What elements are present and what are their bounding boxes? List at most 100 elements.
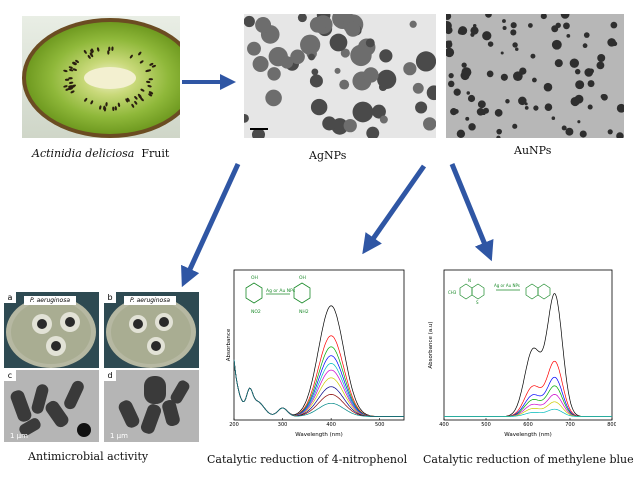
gold-nanoparticle: [570, 96, 580, 107]
gold-nanoparticle: [513, 71, 523, 81]
gold-nanoparticle: [510, 22, 517, 29]
gold-nanoparticle: [616, 132, 624, 138]
silver-nanoparticle: [297, 14, 307, 23]
kiwi-seed: [134, 100, 138, 105]
silver-nanoparticle: [415, 101, 428, 114]
gold-nanoparticle: [485, 14, 492, 18]
gold-nanoparticle: [470, 26, 479, 35]
gold-nanoparticle: [467, 94, 476, 103]
gold-nanoparticle: [612, 41, 618, 47]
chart1-inset-text: NO2: [251, 309, 261, 315]
gold-nanoparticle: [461, 62, 467, 68]
kiwi-seed: [68, 85, 73, 88]
gold-nanoparticle: [543, 82, 553, 92]
kiwi-seed: [108, 46, 111, 51]
silver-nanoparticle: [311, 68, 319, 76]
gold-nanoparticle: [610, 21, 618, 29]
gold-nanoparticle: [616, 103, 624, 113]
gold-nanoparticle: [596, 61, 605, 70]
silver-nanoparticle: [423, 117, 436, 131]
chart1-xlabel: Wavelength (nm): [295, 432, 343, 438]
kiwi-seed: [149, 62, 154, 66]
methylene-caption: Catalytic reduction of methylene blue: [423, 453, 634, 466]
gold-nanoparticle: [574, 68, 581, 75]
gold-nanoparticle: [496, 135, 501, 138]
gold-nanoparticle: [544, 103, 553, 112]
gold-nanoparticle: [448, 40, 452, 44]
chart2-inset-text: N: [468, 278, 471, 283]
gold-nanoparticle: [461, 67, 472, 78]
kiwi-seed: [69, 68, 74, 72]
gold-nanoparticle: [518, 96, 527, 106]
arrow-to-antimicrobial: [181, 162, 241, 288]
silver-nanoparticle: [343, 118, 357, 133]
kiwi-seed: [72, 61, 77, 65]
panel-a-petri: a P. aeruginosa: [4, 292, 99, 368]
series-line: [444, 408, 612, 417]
kiwi-seed: [107, 50, 110, 55]
gold-nanoparticle: [496, 128, 502, 135]
panel-d-label: d: [104, 370, 116, 381]
gold-nanoparticle: [575, 80, 585, 90]
silver-nanoparticle: [363, 67, 379, 83]
chart1-inset: OH NO2 Ag or Au NPs OH NH2: [245, 275, 311, 315]
kiwi-seed: [126, 97, 130, 102]
kiwi-seed: [148, 93, 153, 97]
panel-a-tag: P. aeruginosa: [24, 296, 76, 305]
x-tick-label: 200: [229, 422, 239, 428]
gold-nanoparticle: [565, 127, 574, 136]
agnps-tem-image: [244, 14, 436, 138]
silver-nanoparticle: [308, 53, 315, 61]
kiwi-seed: [105, 102, 108, 107]
chart2-inset-text: Ag or Au NPs: [494, 283, 520, 288]
chart2-inset-text: S: [476, 300, 479, 305]
nitrophenol-caption: Catalytic reduction of 4-nitrophenol: [207, 453, 408, 466]
gold-nanoparticle: [532, 77, 537, 83]
gold-nanoparticle: [563, 22, 570, 30]
kiwi-caption: Actinidia deliciosa Fruit: [32, 147, 170, 160]
gold-nanoparticle: [579, 130, 587, 138]
kiwi-seed: [84, 97, 88, 102]
kiwi-seed: [134, 96, 138, 100]
silver-nanoparticle: [415, 51, 436, 72]
arrow-to-methylene: [449, 163, 494, 262]
x-tick-label: 600: [523, 422, 533, 428]
silver-nanoparticle: [365, 38, 375, 48]
chart1-inset-text: Ag or Au NPs: [266, 288, 296, 294]
silver-nanoparticle: [339, 79, 350, 90]
silver-nanoparticle: [350, 44, 372, 67]
silver-nanoparticle: [345, 21, 361, 37]
gold-nanoparticle: [597, 53, 606, 62]
gold-nanoparticle: [486, 70, 494, 78]
silver-nanoparticle: [252, 56, 269, 73]
gold-nanoparticle: [500, 51, 504, 55]
silver-nanoparticle: [379, 49, 393, 63]
gold-nanoparticle: [512, 42, 518, 48]
kiwi-seed: [63, 69, 68, 73]
gold-nanoparticle: [540, 14, 547, 20]
chart2-inset: Ag or Au NPs CH3 N S: [448, 278, 551, 305]
gold-nanoparticle: [502, 25, 507, 30]
chart1-inset-text: NH2: [299, 309, 309, 315]
silver-nanoparticle: [409, 20, 417, 28]
kiwi-seed: [68, 81, 74, 84]
gold-nanoparticle: [551, 25, 559, 33]
agnps-caption: AgNPs: [309, 149, 347, 162]
gold-nanoparticle: [582, 43, 588, 49]
silver-nanoparticle: [352, 101, 374, 123]
kiwi-seed: [70, 90, 75, 94]
gold-nanoparticle: [600, 93, 606, 100]
silver-nanoparticle: [366, 126, 380, 138]
gold-nanoparticle: [481, 111, 486, 116]
kiwi-seed: [103, 107, 107, 112]
gold-nanoparticle: [446, 14, 452, 21]
kiwi-seed: [140, 88, 145, 92]
x-tick-label: 400: [439, 422, 449, 428]
silver-nanoparticle: [377, 69, 397, 89]
antimicrobial-caption: Antimicrobial activity: [28, 450, 149, 463]
kiwi-seed: [151, 64, 156, 68]
gold-nanoparticle: [456, 129, 466, 138]
gold-nanoparticle: [528, 23, 533, 28]
